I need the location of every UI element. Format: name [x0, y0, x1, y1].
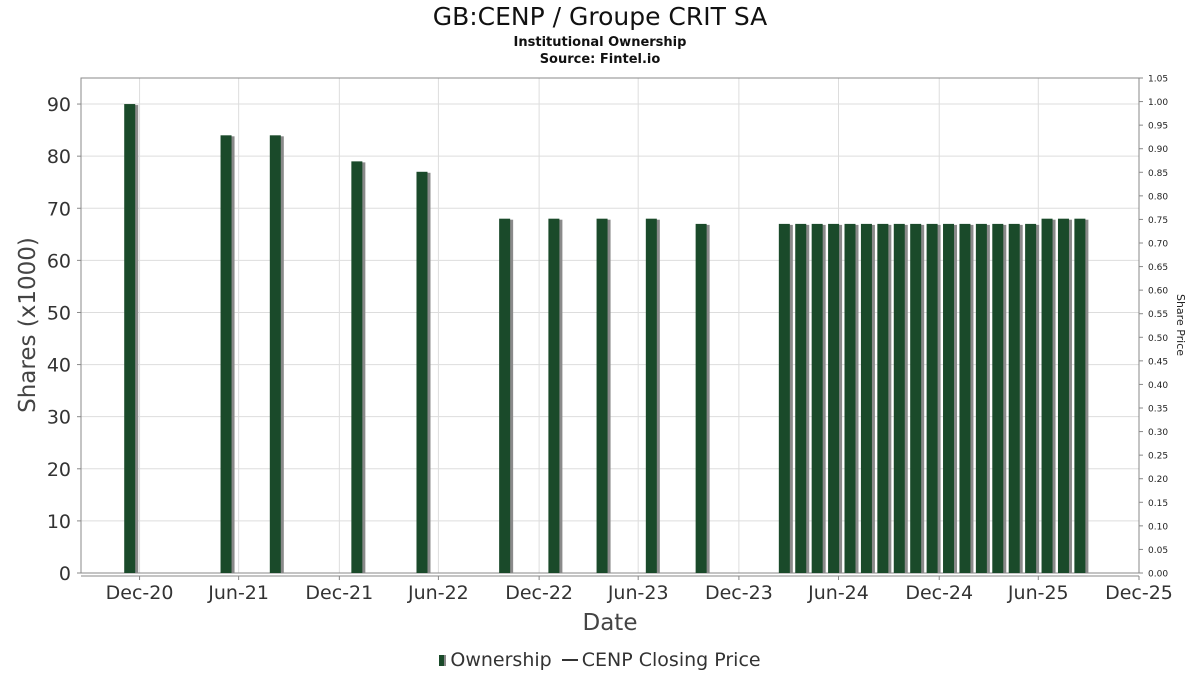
ownership-bar[interactable]	[1057, 218, 1069, 573]
x-tick-label: Jun-23	[607, 582, 669, 604]
y-tick-label: 50	[47, 302, 71, 324]
y2-tick-label: 0.80	[1148, 192, 1168, 202]
ownership-bar[interactable]	[975, 223, 987, 574]
legend-ownership-label: Ownership	[450, 648, 552, 671]
y-tick-label: 10	[47, 511, 71, 533]
y-tick-label: 80	[47, 146, 71, 168]
y2-tick-label: 0.65	[1148, 263, 1168, 273]
y2-tick-label: 0.90	[1148, 145, 1168, 155]
y2-tick-label: 0.40	[1148, 381, 1168, 391]
ownership-bar[interactable]	[811, 223, 823, 574]
x-tick-label: Jun-22	[407, 582, 469, 604]
y-tick-label: 70	[47, 198, 71, 220]
ownership-chart: 0 10 20 30 40 50 60 70 80 90 0.00 0.05 0.10 0.15 0.20…	[15, 75, 1187, 637]
y2-tick-label: 0.05	[1148, 546, 1168, 556]
y-axis-label: Shares (x1000)	[15, 237, 41, 413]
ownership-bar[interactable]	[959, 223, 971, 574]
ownership-bar[interactable]	[416, 171, 428, 573]
ownership-bar[interactable]	[778, 223, 790, 574]
y2-tick-label: 0.25	[1148, 452, 1168, 462]
ownership-bar[interactable]	[1041, 218, 1053, 573]
x-tick-label: Dec-20	[106, 582, 174, 604]
ownership-bar[interactable]	[1074, 218, 1086, 573]
ownership-bar[interactable]	[220, 135, 232, 573]
y-tick-label: 60	[47, 250, 71, 272]
ownership-bar[interactable]	[926, 223, 938, 574]
x-tick-label: Jun-21	[207, 582, 269, 604]
y2-axis: 0.00 0.05 0.10 0.15 0.20 0.25 0.30 0.35 0.40 0.45…	[1139, 75, 1168, 580]
y2-axis-label: Share Price	[1174, 294, 1187, 356]
legend-item-ownership[interactable]: Ownership	[439, 648, 552, 671]
y2-tick-label: 0.75	[1148, 216, 1168, 226]
y2-tick-label: 0.45	[1148, 357, 1168, 367]
ownership-bar[interactable]	[910, 223, 922, 574]
x-tick-label: Dec-25	[1105, 582, 1173, 604]
ownership-bar[interactable]	[828, 223, 840, 574]
y2-tick-label: 0.60	[1148, 287, 1168, 297]
y-tick-label: 20	[47, 459, 71, 481]
legend: Ownership CENP Closing Price	[0, 648, 1200, 671]
ownership-bar[interactable]	[795, 223, 807, 574]
bars-layer	[124, 104, 1089, 574]
price-swatch-icon	[561, 659, 578, 661]
x-tick-label: Dec-23	[705, 582, 773, 604]
ownership-bar[interactable]	[844, 223, 856, 574]
x-tick-label: Jun-24	[807, 582, 869, 604]
ownership-bar[interactable]	[548, 218, 560, 573]
ownership-bar[interactable]	[877, 223, 889, 574]
ownership-bar[interactable]	[893, 223, 905, 574]
y2-tick-label: 1.00	[1148, 98, 1168, 108]
ownership-bar[interactable]	[1008, 223, 1020, 574]
ownership-bar[interactable]	[124, 104, 136, 573]
y2-tick-label: 0.50	[1148, 334, 1168, 344]
ownership-bar[interactable]	[269, 135, 281, 573]
legend-item-price[interactable]: CENP Closing Price	[558, 649, 761, 671]
y2-tick-label: 0.55	[1148, 310, 1168, 320]
x-axis-label: Date	[583, 610, 638, 636]
y-tick-label: 30	[47, 407, 71, 429]
ownership-bar[interactable]	[1025, 223, 1037, 574]
ownership-bar[interactable]	[860, 223, 872, 574]
ownership-bar[interactable]	[499, 218, 511, 573]
chart-title: GB:CENP / Groupe CRIT SA	[432, 2, 768, 31]
y-axis: 0 10 20 30 40 50 60 70 80 90	[47, 94, 81, 585]
y2-tick-label: 0.10	[1148, 522, 1168, 532]
ownership-bar[interactable]	[695, 223, 707, 574]
y2-tick-label: 0.35	[1148, 405, 1168, 415]
x-tick-label: Dec-22	[505, 582, 573, 604]
legend-price-label: CENP Closing Price	[581, 648, 761, 671]
y2-tick-label: 0.15	[1148, 499, 1168, 509]
y2-tick-label: 0.70	[1148, 240, 1168, 250]
chart-source: Source: Fintel.io	[539, 52, 661, 67]
ownership-swatch-icon	[439, 654, 447, 666]
y-tick-label: 90	[47, 94, 71, 116]
y2-tick-label: 0.95	[1148, 122, 1168, 132]
x-axis: Dec-20 Jun-21 Dec-21 Jun-22 Dec-22 Jun-23 Dec-…	[81, 575, 1173, 604]
y2-tick-label: 1.05	[1148, 75, 1168, 85]
x-tick-label: Dec-24	[905, 582, 973, 604]
ownership-bar[interactable]	[596, 218, 608, 573]
y-tick-label: 0	[59, 563, 71, 585]
y2-tick-label: 0.00	[1148, 570, 1168, 580]
chart-subtitle: Institutional Ownership	[513, 35, 687, 50]
x-tick-label: Jun-25	[1007, 582, 1069, 604]
ownership-bar[interactable]	[992, 223, 1004, 574]
y2-tick-label: 0.85	[1148, 169, 1168, 179]
y-tick-label: 40	[47, 355, 71, 377]
y2-tick-label: 0.20	[1148, 475, 1168, 485]
ownership-bar[interactable]	[645, 218, 657, 573]
x-tick-label: Dec-21	[305, 582, 373, 604]
y2-tick-label: 0.30	[1148, 428, 1168, 438]
ownership-bar[interactable]	[351, 161, 363, 574]
ownership-bar[interactable]	[943, 223, 955, 574]
